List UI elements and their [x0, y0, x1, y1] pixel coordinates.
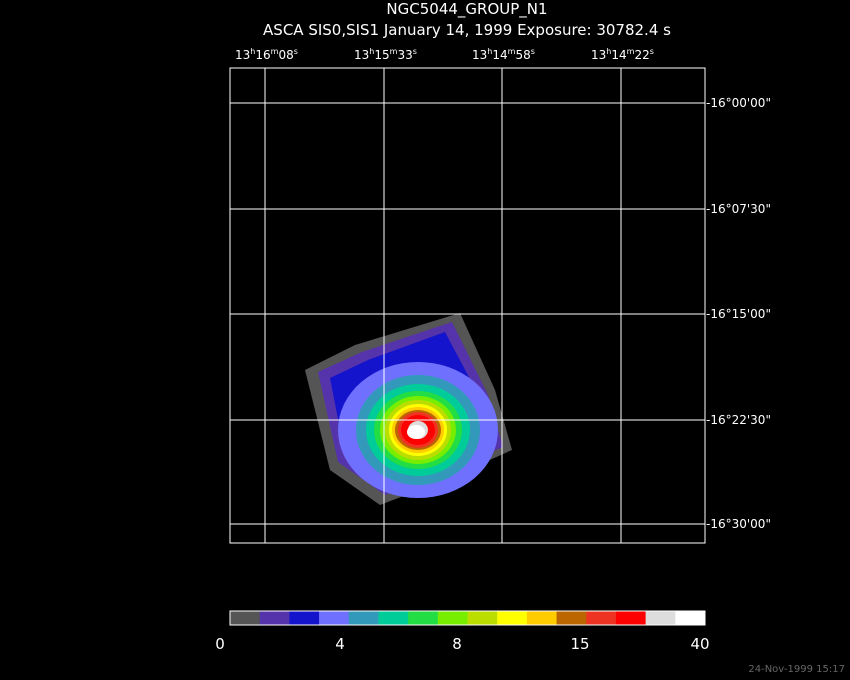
ra-label: 13h14m22s [591, 47, 654, 62]
colorbar-segment [526, 611, 558, 625]
ra-label-part: 22 [634, 48, 649, 62]
ra-label-part: 14 [492, 48, 507, 62]
ra-label-part: h [606, 47, 611, 56]
colorbar-label: 40 [690, 635, 709, 653]
ra-label-part: 13 [354, 48, 369, 62]
ra-label-part: 13 [591, 48, 606, 62]
ra-label-part: m [271, 47, 279, 56]
ra-label-part: m [390, 47, 398, 56]
ra-label-part: s [294, 47, 298, 56]
colorbar-segment [615, 611, 647, 625]
colorbar-segment [378, 611, 409, 625]
dec-label: -16°22'30" [706, 413, 771, 427]
ra-label: 13h16m08s [235, 47, 298, 62]
colorbar-label: 8 [452, 635, 462, 653]
timestamp: 24-Nov-1999 15:17 [748, 664, 845, 675]
source-image [305, 313, 512, 505]
ra-label-part: m [508, 47, 516, 56]
dec-label: -16°15'00" [706, 307, 771, 321]
ra-label-part: s [531, 47, 535, 56]
ra-label-part: 58 [515, 48, 530, 62]
colorbar-segment [289, 611, 320, 625]
ra-label-part: s [413, 47, 417, 56]
colorbar-label: 4 [335, 635, 345, 653]
title: NGC5044_GROUP_N1 [386, 0, 547, 19]
colorbar-segment [230, 611, 261, 625]
ra-label-part: m [627, 47, 635, 56]
colorbar-segment [675, 611, 706, 625]
frame [229, 67, 706, 544]
ra-label-part: h [250, 47, 255, 56]
ra-label-part: 08 [278, 48, 293, 62]
colorbar-segment [497, 611, 528, 625]
colorbar-frame [229, 610, 706, 626]
colorbar-label: 0 [215, 635, 225, 653]
dec-label: -16°07'30" [706, 202, 771, 216]
ra-label-part: s [650, 47, 654, 56]
colorbar-segment [437, 611, 468, 625]
ra-label-part: 33 [397, 48, 412, 62]
ra-label: 13h14m58s [472, 47, 535, 62]
ra-label-part: 13 [472, 48, 487, 62]
colorbar-segment [348, 611, 379, 625]
dec-label: -16°30'00" [706, 517, 771, 531]
ra-label-part: h [487, 47, 492, 56]
colorbar-segment [259, 611, 290, 625]
ra-label-part: 16 [255, 48, 270, 62]
colorbar-segment [556, 611, 587, 625]
subtitle: ASCA SIS0,SIS1 January 14, 1999 Exposure… [263, 21, 671, 39]
ra-label: 13h15m33s [354, 47, 417, 62]
colorbar-label: 15 [570, 635, 589, 653]
intensity-level [407, 425, 425, 439]
ra-label-part: 13 [235, 48, 250, 62]
ra-label-part: h [369, 47, 374, 56]
dec-label: -16°00'00" [706, 96, 771, 110]
colorbar-segment [408, 611, 439, 625]
colorbar-segment [319, 611, 350, 625]
colorbar-segment [645, 611, 676, 625]
colorbar-segment [586, 611, 617, 625]
ra-label-part: 15 [374, 48, 389, 62]
ra-label-part: 14 [611, 48, 626, 62]
colorbar-segment [467, 611, 498, 625]
